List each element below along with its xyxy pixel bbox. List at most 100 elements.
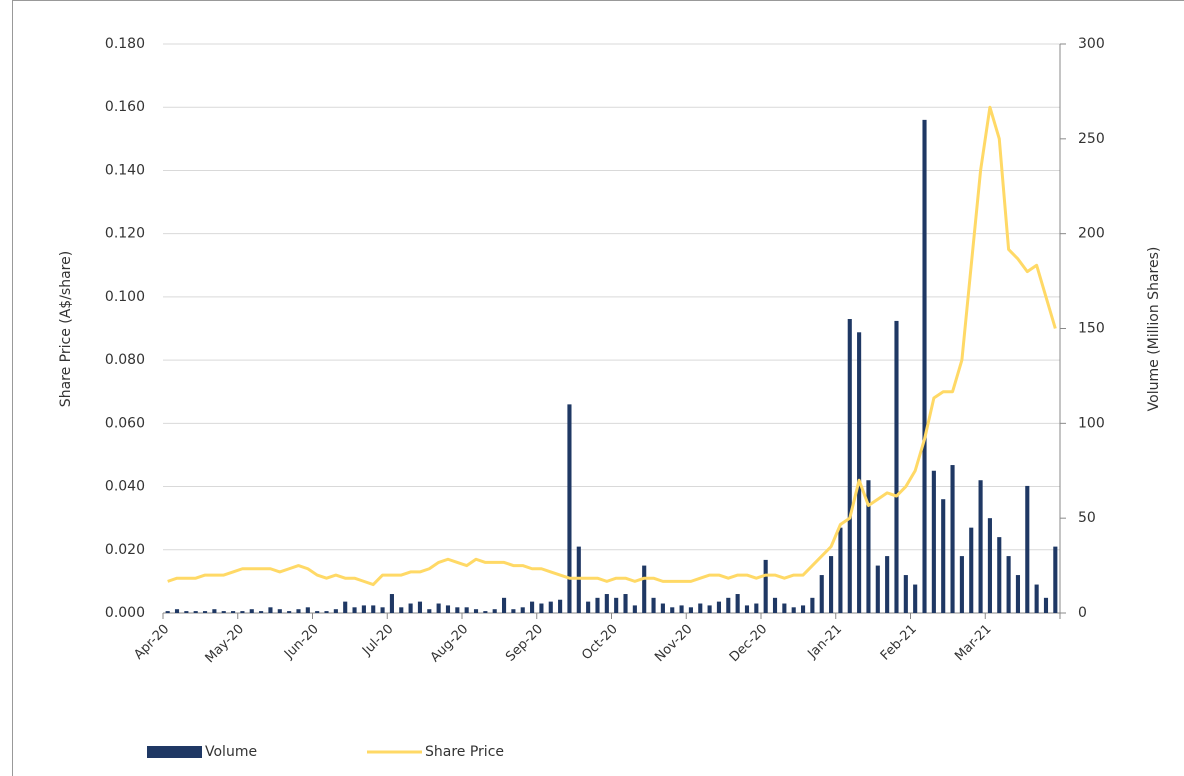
legend-label: Volume	[205, 744, 257, 760]
y2-axis-label: Volume (Million Shares)	[1146, 247, 1162, 412]
volume-bar	[829, 556, 834, 613]
volume-bar	[987, 518, 992, 613]
y-axis-label: Share Price (A$/share)	[58, 251, 74, 407]
volume-bar	[586, 601, 591, 613]
volume-bar	[231, 611, 236, 613]
volume-bar	[800, 605, 806, 613]
volume-bar	[660, 603, 665, 613]
volume-bar	[212, 609, 217, 613]
volume-bar	[277, 609, 282, 613]
volume-bar	[885, 556, 890, 613]
y-tick-label: 0.160	[105, 99, 145, 115]
volume-bar	[875, 565, 880, 613]
volume-bar	[455, 607, 460, 613]
y2-tick-label: 200	[1078, 226, 1105, 242]
volume-bar	[1043, 597, 1049, 613]
y-tick-label: 0.020	[105, 542, 145, 558]
volume-bar	[287, 611, 292, 613]
volume-bar	[847, 319, 852, 613]
volume-bar	[408, 603, 413, 613]
volume-bar	[165, 611, 170, 613]
volume-bar	[464, 607, 469, 613]
volume-bar	[632, 605, 637, 613]
volume-bar	[343, 601, 348, 613]
volume-bar	[941, 499, 946, 613]
volume-bar	[427, 609, 432, 613]
volume-bar	[950, 465, 955, 613]
y-tick-label: 0.080	[105, 352, 145, 368]
volume-bar	[688, 607, 693, 613]
y2-tick-label: 300	[1078, 36, 1105, 52]
volume-bar	[268, 607, 273, 613]
y-tick-label: 0.180	[105, 36, 145, 52]
volume-bar	[857, 332, 862, 613]
y-tick-label: 0.040	[105, 479, 145, 495]
volume-bar	[221, 611, 226, 613]
volume-bar	[249, 609, 254, 613]
y-tick-label: 0.060	[105, 415, 145, 431]
volume-bar	[604, 594, 609, 613]
volume-bar	[1006, 556, 1011, 613]
legend-label: Share Price	[425, 744, 504, 760]
volume-bar	[530, 601, 535, 613]
volume-bar	[520, 607, 525, 613]
y2-tick-label: 0	[1078, 605, 1087, 621]
volume-bar	[642, 565, 647, 613]
y-tick-label: 0.120	[105, 226, 145, 242]
volume-bar	[651, 597, 656, 613]
volume-bar	[539, 603, 544, 613]
volume-bar	[772, 597, 778, 613]
volume-bar	[1053, 546, 1058, 613]
volume-bar	[259, 611, 264, 613]
volume-bar	[492, 609, 497, 613]
volume-bar	[417, 601, 423, 613]
volume-bar	[716, 601, 722, 613]
volume-bar	[202, 611, 208, 613]
volume-bar	[389, 594, 394, 613]
volume-bar	[511, 609, 516, 613]
volume-bar	[399, 607, 404, 613]
volume-bar	[670, 607, 675, 613]
volume-bar	[483, 611, 488, 613]
volume-bar	[1015, 575, 1021, 613]
volume-bar	[969, 527, 974, 613]
y-tick-label: 0.140	[105, 162, 145, 178]
volume-bar	[558, 599, 563, 613]
volume-bar	[698, 603, 703, 613]
volume-bar	[436, 603, 441, 613]
volume-bar	[763, 559, 768, 613]
y2-tick-label: 50	[1078, 510, 1096, 526]
volume-bar	[997, 537, 1002, 613]
volume-bar	[1025, 485, 1030, 613]
legend-swatch	[147, 746, 202, 758]
y2-tick-label: 250	[1078, 131, 1105, 147]
y2-tick-label: 150	[1078, 321, 1105, 337]
volume-bar	[959, 556, 964, 613]
volume-bar	[333, 609, 338, 613]
volume-bar	[352, 607, 357, 613]
price-line	[167, 105, 1057, 587]
volume-bar	[184, 611, 189, 613]
volume-bar	[903, 575, 908, 613]
volume-bar	[744, 605, 750, 613]
volume-bar	[567, 404, 572, 613]
volume-bar	[931, 470, 936, 613]
volume-bar	[810, 597, 815, 613]
volume-bar	[623, 594, 628, 613]
volume-bar	[707, 605, 712, 613]
volume-bar	[922, 119, 927, 613]
volume-bar	[240, 611, 245, 613]
volume-bar	[782, 603, 787, 613]
chart-frame	[12, 0, 1184, 776]
volume-bar	[380, 607, 385, 613]
y-tick-label: 0.100	[105, 289, 145, 305]
volume-bar	[473, 609, 479, 613]
volume-bar	[315, 611, 320, 613]
volume-bar	[445, 605, 451, 613]
volume-bar	[324, 611, 329, 613]
volume-bar	[296, 609, 301, 613]
volume-bar	[548, 601, 553, 613]
volume-bar	[726, 597, 731, 613]
volume-bar	[595, 597, 600, 613]
